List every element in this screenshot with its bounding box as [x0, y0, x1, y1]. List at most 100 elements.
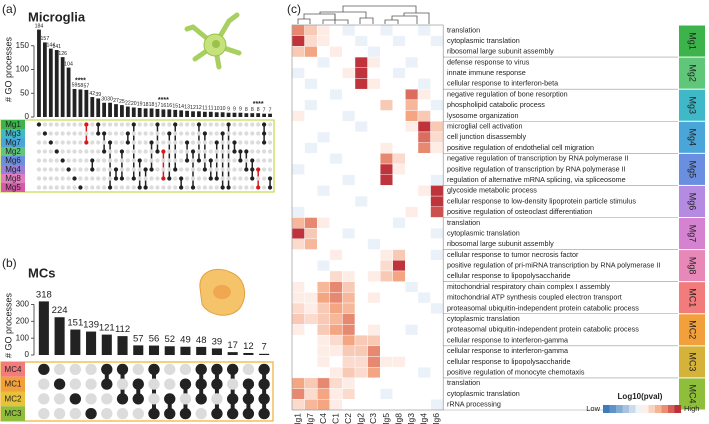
bar — [78, 89, 83, 117]
set-dot — [69, 363, 81, 376]
set-dot — [113, 122, 119, 127]
set-dot — [143, 176, 148, 181]
heatmap-cell — [342, 260, 356, 272]
term-label: cytoplasmic translation — [447, 314, 520, 323]
heatmap-cell — [417, 249, 431, 261]
heatmap-cell — [380, 249, 394, 261]
set-dot — [137, 149, 142, 154]
set-dot — [107, 158, 113, 163]
heatmap-cell — [317, 313, 331, 325]
set-dot — [42, 131, 48, 136]
heatmap-cell — [380, 238, 394, 250]
set-dot — [190, 122, 196, 127]
heatmap-cell — [317, 367, 331, 379]
set-dot — [125, 140, 130, 145]
bar — [179, 110, 184, 117]
heatmap-cell — [317, 153, 331, 165]
set-dot — [179, 185, 184, 190]
heatmap-cell — [405, 131, 419, 143]
heatmap-cell — [392, 281, 406, 293]
heatmap-cell — [405, 153, 419, 165]
heatmap-cell — [342, 334, 356, 347]
set-dot — [131, 185, 136, 190]
set-dot — [66, 131, 71, 136]
set-dot — [220, 167, 225, 172]
set-label: Mg1 — [5, 120, 21, 129]
set-dot — [232, 131, 237, 136]
set-dot — [258, 378, 270, 390]
heatmap-cell — [304, 67, 318, 79]
set-dot — [78, 176, 83, 181]
column-label: Mg4 — [419, 413, 429, 424]
heatmap-cell — [392, 367, 406, 379]
heatmap-cell — [380, 88, 394, 101]
set-dot — [258, 407, 270, 420]
heatmap-cell — [367, 195, 381, 208]
legend-swatch — [648, 405, 656, 413]
heatmap-cell — [304, 56, 318, 68]
set-label-box — [1, 120, 25, 129]
bar — [133, 345, 144, 355]
set-dot — [119, 176, 125, 181]
set-dot — [60, 176, 65, 181]
set-dot — [101, 393, 113, 405]
set-dot — [36, 149, 42, 154]
heatmap-cell — [329, 399, 343, 411]
heatmap-cell — [354, 302, 368, 314]
heatmap-cell — [329, 78, 343, 90]
y-tick-label: 100 — [16, 333, 30, 342]
bar-value-label: 12 — [196, 105, 202, 111]
set-dot — [102, 158, 107, 163]
set-label: Mg8 — [5, 174, 21, 183]
heatmap-cell — [291, 67, 305, 79]
set-dot — [36, 140, 42, 145]
term-label: translation — [447, 218, 480, 227]
heatmap-cell — [430, 153, 444, 165]
set-dot — [256, 149, 261, 154]
heatmap-cell — [430, 292, 444, 304]
heatmap-cell — [417, 67, 431, 79]
set-dot — [149, 167, 154, 172]
set-dot — [164, 407, 176, 420]
heatmap-cell — [329, 270, 343, 282]
heatmap-cell — [291, 163, 305, 175]
set-dot — [96, 176, 101, 181]
set-dot — [211, 407, 223, 420]
heatmap-cell — [291, 24, 305, 36]
bar-value-label: 22 — [125, 100, 131, 106]
heatmap-cell — [317, 206, 331, 218]
set-dot — [131, 131, 136, 136]
heatmap-cell — [367, 238, 381, 250]
heatmap-cell — [317, 163, 331, 175]
set-dot — [161, 122, 166, 127]
heatmap-cell — [367, 281, 381, 293]
heatmap-cell — [342, 377, 356, 389]
set-dot — [72, 131, 77, 136]
legend-high: High — [684, 404, 699, 413]
heatmap-cell — [367, 142, 381, 154]
bar — [108, 102, 112, 117]
heatmap-cell — [392, 195, 406, 208]
heatmap-cell — [430, 78, 444, 90]
heatmap-cell — [354, 131, 368, 143]
bar-value-label: 9 — [233, 106, 236, 112]
set-dot — [267, 131, 273, 136]
set-dot — [96, 167, 101, 172]
set-dot — [132, 407, 144, 420]
heatmap-cell — [317, 121, 331, 133]
panel-label: (c) — [287, 2, 301, 16]
set-dot — [238, 158, 243, 163]
term-label: ribosomal large subunit assembly — [447, 47, 554, 56]
bar — [137, 107, 142, 117]
heatmap-cell — [317, 35, 331, 47]
set-dot — [220, 140, 225, 145]
set-dot — [161, 140, 166, 145]
set-dot — [90, 158, 95, 163]
heatmap-cell — [342, 99, 356, 111]
set-dot — [149, 158, 154, 163]
heatmap-cell — [291, 206, 305, 218]
bar — [211, 348, 222, 355]
set-dot — [90, 185, 95, 190]
term-label: cytoplasmic translation — [447, 228, 520, 237]
column-label: Mg8 — [393, 413, 403, 424]
